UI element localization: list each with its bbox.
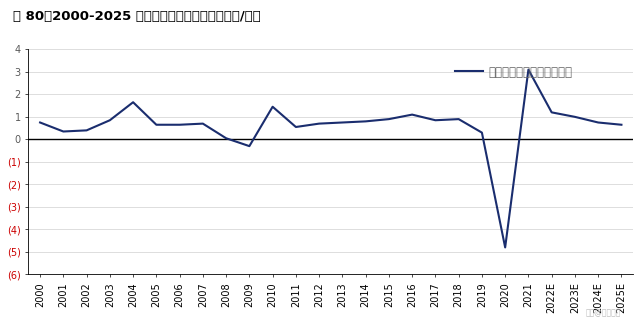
Legend: 全球原油需求年度同比变化: 全球原油需求年度同比变化: [449, 61, 578, 85]
Text: 图 80：2000-2025 年全球原油需求及预测（亿吨/年）: 图 80：2000-2025 年全球原油需求及预测（亿吨/年）: [13, 10, 260, 23]
Text: 头条@未来智库: 头条@未来智库: [586, 308, 621, 317]
